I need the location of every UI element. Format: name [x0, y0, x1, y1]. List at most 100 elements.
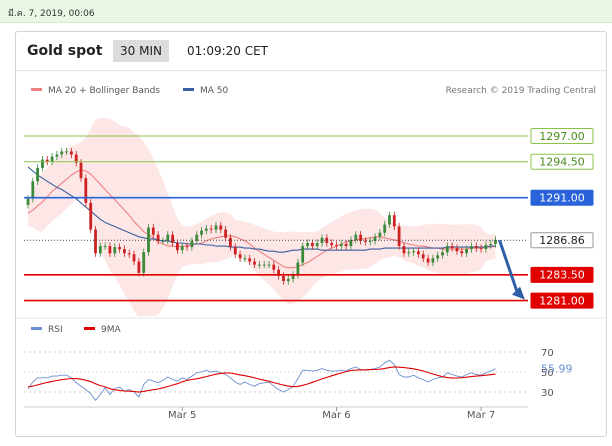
candle [354, 231, 358, 244]
candle-body [402, 246, 406, 254]
candle-body [378, 232, 382, 237]
interval-selector[interactable]: 30 MIN [113, 40, 169, 62]
candle [378, 229, 382, 241]
candle [84, 174, 88, 207]
candle-body [262, 264, 266, 266]
candle-body [494, 239, 497, 244]
candle [79, 159, 83, 182]
candle-body [176, 243, 179, 251]
candle [137, 257, 141, 277]
candle-body [392, 215, 396, 227]
candle-body [156, 234, 160, 241]
candle-body [204, 228, 208, 231]
candle [108, 242, 112, 257]
candle [325, 234, 329, 247]
level-label-box [530, 292, 594, 309]
candle [204, 224, 208, 235]
pivot-level-label-2: 1291.00 [530, 189, 594, 206]
clock-text: 01:09:20 CET [187, 44, 268, 58]
candle-body [445, 246, 449, 253]
candle [132, 250, 136, 266]
candle-body [79, 162, 83, 179]
candle-body [185, 246, 189, 248]
candle-body [344, 244, 348, 247]
candle-body [147, 227, 150, 253]
candle-body [123, 249, 126, 254]
candle [185, 242, 189, 251]
research-credit: Research © 2019 Trading Central [446, 86, 596, 96]
candle-body [364, 240, 367, 242]
level-label-text: 1286.86 [539, 234, 585, 247]
candle [311, 239, 314, 250]
candle-body [36, 167, 39, 182]
candle-body [74, 154, 78, 163]
candle [229, 234, 232, 251]
ma20-legend-label: MA 20 + Bollinger Bands [48, 86, 160, 96]
candle [147, 223, 150, 256]
level-label-box [530, 266, 594, 283]
candle [166, 231, 170, 245]
ma50-legend-label: MA 50 [200, 86, 229, 96]
rsi-axis: 70 50 30 55.99 [541, 348, 573, 399]
candle [195, 231, 199, 245]
candle [272, 260, 276, 274]
candle-body [421, 254, 425, 259]
candle-body [359, 234, 362, 241]
candle [455, 244, 459, 255]
candle-body [190, 240, 194, 248]
level-label-text: 1294.50 [539, 156, 585, 169]
level-label-box [530, 128, 594, 144]
candle [214, 221, 218, 234]
price-legend: MA 20 + Bollinger Bands MA 50 [31, 86, 229, 96]
candle [494, 236, 497, 248]
level-label-text: 1291.00 [539, 192, 585, 205]
level-label-box [530, 232, 594, 249]
forecast-arrow-shaft [498, 239, 519, 293]
candle [431, 254, 435, 267]
candle-body [417, 251, 420, 255]
candle-body [258, 264, 261, 266]
candle-body [335, 245, 338, 246]
level-label-box [530, 189, 594, 206]
candle [41, 156, 44, 172]
rsi-legend-swatch [31, 327, 42, 330]
last-level-label-3: 1286.86 [530, 232, 594, 249]
candle [224, 226, 227, 242]
candle-body [166, 234, 170, 241]
candle-body [460, 251, 464, 254]
candle [388, 211, 391, 229]
candle [238, 250, 242, 262]
candle [373, 233, 377, 245]
candle-body [195, 234, 199, 241]
candle [339, 240, 343, 250]
candle-body [282, 275, 285, 281]
candle [392, 211, 396, 231]
candle-body [397, 226, 401, 246]
chart-header: Gold spot 30 MIN 01:09:20 CET [15, 36, 607, 66]
candle-body [243, 258, 247, 260]
candle [460, 247, 464, 257]
instrument-title: Gold spot [27, 43, 103, 59]
candle [55, 150, 59, 161]
level-lines [24, 135, 528, 302]
candle [412, 247, 415, 256]
candle-body [108, 246, 112, 254]
candle-body [339, 244, 343, 247]
time-axis: Mar 5 Mar 6 Mar 7 [24, 406, 528, 421]
candle-body [465, 249, 468, 254]
candle [258, 260, 261, 269]
bollinger-band [28, 117, 496, 316]
candle [89, 199, 93, 234]
candle [291, 271, 295, 283]
candle-body [474, 246, 478, 249]
candle [233, 243, 237, 258]
ma20-line [27, 169, 496, 269]
level-label-text: 1283.50 [539, 269, 585, 282]
candle-body [233, 247, 237, 255]
candle [489, 240, 493, 249]
candle-body [118, 247, 121, 250]
ma20-legend-swatch [31, 88, 42, 91]
candle-body [89, 202, 93, 230]
candle [330, 239, 334, 249]
candle [262, 260, 266, 269]
